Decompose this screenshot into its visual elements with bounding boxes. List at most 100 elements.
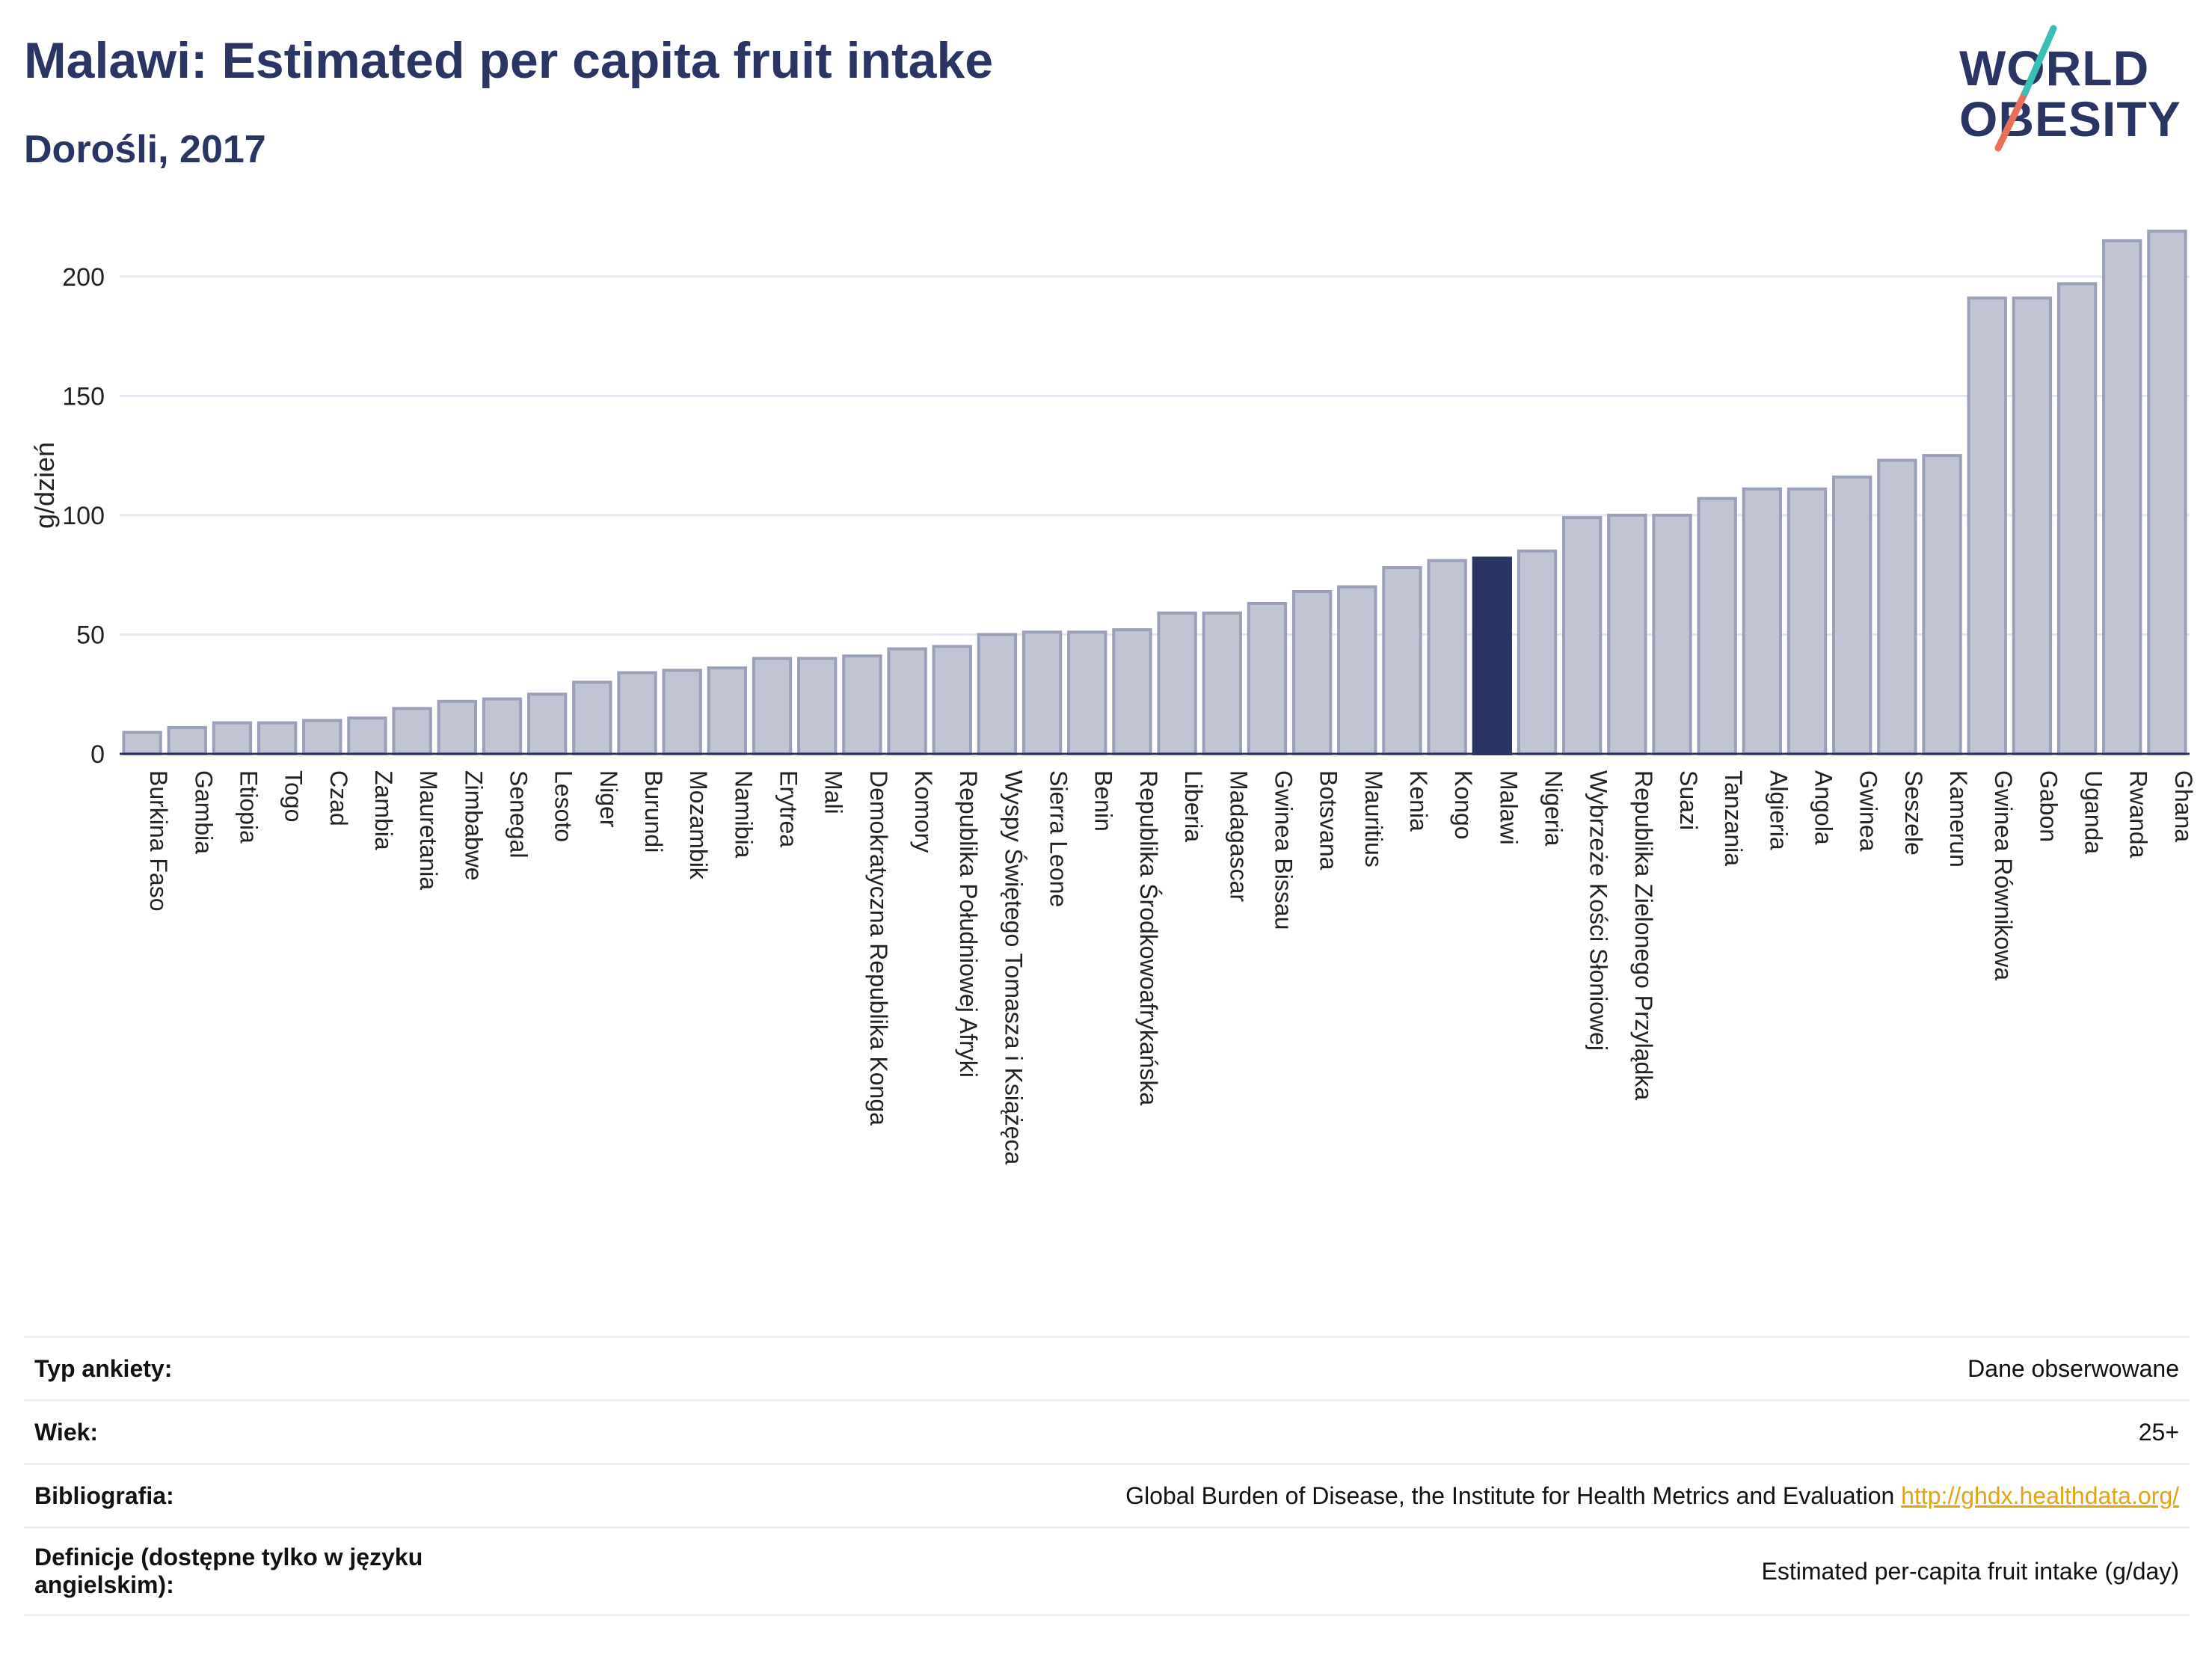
bar [526,693,568,756]
bar-highlighted [1472,556,1512,756]
x-tick-label: Gwinea Bissau [1270,770,1297,930]
logo-text-line2: OBESITY [1959,91,2181,147]
bar [482,697,523,755]
x-tick-label: Seszele [1900,770,1927,856]
x-tick-label: Republika Środkowoafrykańska [1135,770,1162,1105]
info-value: Global Burden of Disease, the Institute … [1125,1481,1895,1509]
info-table: Typ ankiety: Dane obserwowane Wiek: 25+ … [24,1336,2190,1616]
bar [392,707,432,756]
x-tick-label: Erytrea [775,770,802,847]
x-tick-label: Lesoto [550,770,577,842]
x-tick-label: Mali [820,770,847,814]
x-tick-label: Togo [280,770,307,822]
x-tick-label: Czad [325,770,352,826]
bar [1247,601,1288,756]
bar [617,671,657,755]
y-tick-label: 150 [62,382,105,411]
x-tick-label: Kenia [1405,770,1432,832]
y-tick-label: 200 [62,263,105,292]
bar [572,681,612,755]
bar [1382,566,1422,755]
bar [932,645,972,756]
x-tick-label: Niger [595,770,622,828]
logo-slash-icon [1994,25,2057,152]
x-tick-label: Ghana [2170,770,2197,842]
info-value: 25+ [2138,1418,2179,1446]
bar [2056,282,2098,755]
x-tick-label: Republika Zielonego Przylądka [1630,770,1657,1100]
bar [1877,458,1917,755]
bar [2012,296,2053,755]
info-row-age: Wiek: 25+ [24,1400,2190,1464]
x-tick-label: Sierra Leone [1045,770,1072,907]
x-tick-label: Gwinea [1855,770,1882,852]
x-tick-label: Benin [1090,770,1117,832]
bar [887,647,927,756]
y-tick-label: 100 [62,502,105,530]
source-link[interactable]: http://ghdx.healthdata.org/ [1901,1481,2179,1509]
bar [122,731,162,756]
x-tick-label: Uganda [2080,770,2107,854]
bar [256,721,298,756]
bar [1067,630,1107,756]
x-tick-label: Republika Południowej Afryki [955,770,982,1078]
x-tick-label: Demokratyczna Republika Konga [865,770,892,1126]
info-label: Bibliografia: [34,1481,174,1509]
x-tick-label: Algieria [1765,770,1792,850]
bar [1112,628,1152,755]
info-value: Estimated per-capita fruit intake (g/day… [1761,1557,2179,1585]
bar [1742,487,1783,756]
bar [707,666,748,755]
bar [1427,559,1467,756]
bar [797,657,838,755]
x-tick-label: Botsvana [1315,770,1342,871]
chart-title: Malawi: Estimated per capita fruit intak… [24,32,994,89]
bar [1561,516,1603,756]
x-tick-label: Namibia [730,770,757,859]
x-tick-label: Gambia [190,770,217,854]
bar [2102,239,2142,755]
info-row-definitions: Definicje (dostępne tylko w języku angie… [24,1527,2190,1615]
x-tick-label: Rwanda [2125,770,2152,859]
y-tick-label: 50 [76,621,105,649]
x-tick-label: Liberia [1180,770,1207,842]
bar [1697,497,1737,755]
x-tick-label: Mozambik [685,770,712,880]
bar [977,633,1018,756]
bar [842,654,882,755]
x-tick-label: Gabon [2035,770,2062,842]
info-label: Definicje (dostępne tylko w języku angie… [34,1544,423,1598]
x-tick-label: Suazi [1675,770,1702,830]
x-tick-label: Tanzania [1720,770,1747,866]
bar [1202,611,1242,755]
info-row-bibliography: Bibliografia: Global Burden of Disease, … [24,1464,2190,1528]
x-tick-label: Burundi [640,770,667,853]
x-tick-label: Senegal [505,770,532,858]
x-tick-label: Angola [1810,770,1837,845]
bar [167,725,207,755]
info-label: Typ ankiety: [34,1354,173,1382]
world-obesity-logo[interactable]: WORLD OBESITY [1944,21,2199,156]
bar [302,719,342,756]
bar [1337,585,1377,755]
bar [437,699,477,755]
bar [1291,590,1333,756]
bar [1832,475,1872,755]
x-tick-label: Wyspy Świętego Tomasza i Książęca [1000,770,1027,1165]
x-tick-label: Gwinea Równikowa [1990,770,2017,980]
logo-text-line1: WORLD [1959,40,2150,96]
bar [1787,487,1828,756]
info-row-survey-type: Typ ankiety: Dane obserwowane [24,1336,2190,1401]
x-tick-label: Nigeria [1540,770,1567,847]
bar [752,657,793,755]
x-tick-label: Madagascar [1225,770,1252,902]
bar-chart: 0 50 100 150 200 g/dzień Burkina Faso Gambia Eti… [29,230,2197,1165]
bar [1607,513,1647,756]
bar [1021,630,1063,756]
chart-subtitle: Dorośli, 2017 [24,128,266,171]
bar [1517,549,1558,755]
info-label: Wiek: [34,1418,99,1446]
x-tick-label: Zambia [370,770,397,850]
x-tick-label: Komory [910,770,937,853]
bar [347,716,387,756]
